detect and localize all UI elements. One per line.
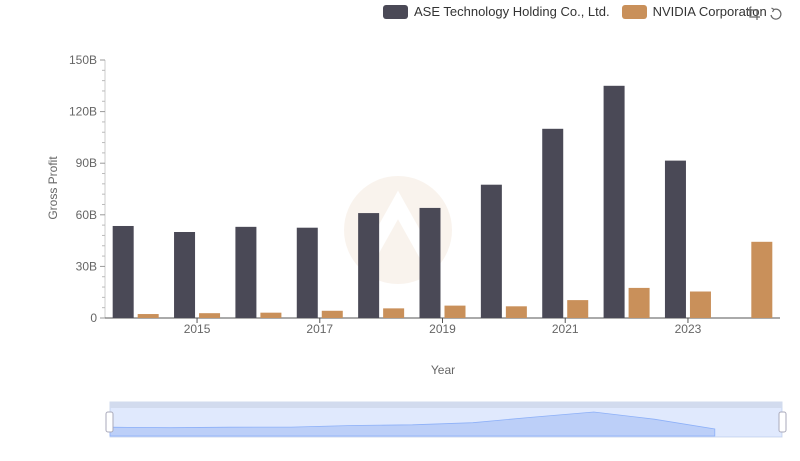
- bar-nvidia-2018[interactable]: [383, 308, 405, 318]
- y-tick-label: 150B: [69, 53, 97, 67]
- bar-nvidia-2015[interactable]: [199, 313, 221, 318]
- bar-ase-2019[interactable]: [419, 207, 441, 318]
- legend-label-ase: ASE Technology Holding Co., Ltd.: [414, 4, 610, 19]
- bar-ase-2018[interactable]: [358, 213, 380, 318]
- bar-nvidia-2014[interactable]: [137, 314, 159, 318]
- y-axis: 0 30B 60B 90B 120B 150B: [69, 53, 106, 325]
- data-zoom-left-handle[interactable]: [105, 411, 114, 433]
- legend: ASE Technology Holding Co., Ltd. NVIDIA …: [383, 4, 779, 19]
- bar-nvidia-2016[interactable]: [260, 312, 282, 318]
- bar-nvidia-2023[interactable]: [689, 291, 711, 318]
- bar-ase-2023[interactable]: [664, 160, 686, 318]
- data-zoom-top-bar: [110, 402, 782, 408]
- x-tick-label: 2017: [306, 322, 333, 336]
- bar-nvidia-2017[interactable]: [321, 310, 343, 318]
- data-zoom-selection[interactable]: [110, 408, 782, 437]
- legend-swatch-ase: [383, 4, 408, 19]
- legend-label-nvidia: NVIDIA Corporation: [652, 4, 767, 19]
- x-axis-title: Year: [431, 363, 455, 377]
- legend-item-nvidia[interactable]: NVIDIA Corporation: [621, 4, 767, 19]
- x-axis: 2015 2017 2019 2021 2023: [105, 317, 780, 336]
- bar-nvidia-2022[interactable]: [628, 287, 650, 318]
- x-tick-label: 2021: [552, 322, 579, 336]
- toolbox: [746, 6, 784, 22]
- bar-ase-2016[interactable]: [235, 226, 257, 318]
- x-tick-label: 2023: [675, 322, 702, 336]
- y-tick-label: 90B: [76, 156, 97, 170]
- bar-ase-2022[interactable]: [603, 85, 625, 318]
- legend-item-ase[interactable]: ASE Technology Holding Co., Ltd.: [383, 4, 610, 19]
- y-tick-label: 120B: [69, 105, 97, 119]
- x-tick-label: 2015: [184, 322, 211, 336]
- bar-nvidia-2019[interactable]: [444, 305, 466, 318]
- bar-ase-2020[interactable]: [480, 184, 502, 318]
- restore-icon[interactable]: [768, 6, 784, 22]
- legend-swatch-nvidia: [621, 4, 647, 19]
- bar-ase-2014[interactable]: [112, 225, 134, 318]
- y-axis-title: Gross Profit: [46, 156, 60, 220]
- bar-ase-2017[interactable]: [296, 227, 318, 318]
- y-tick-label: 60B: [76, 208, 97, 222]
- bar-nvidia-2020[interactable]: [505, 306, 527, 318]
- y-tick-label: 0: [90, 311, 97, 325]
- bars: [112, 85, 773, 318]
- bar-ase-2015[interactable]: [174, 232, 196, 318]
- x-tick-label: 2019: [429, 322, 456, 336]
- y-tick-label: 30B: [76, 259, 97, 273]
- data-zoom-right-handle[interactable]: [778, 411, 787, 433]
- bar-ase-2021[interactable]: [542, 128, 564, 318]
- zoom-icon[interactable]: [746, 6, 762, 22]
- data-zoom[interactable]: [105, 401, 787, 438]
- data-zoom-preview: [109, 411, 716, 437]
- bar-nvidia-2024[interactable]: [751, 241, 773, 318]
- bar-nvidia-2021[interactable]: [567, 300, 589, 318]
